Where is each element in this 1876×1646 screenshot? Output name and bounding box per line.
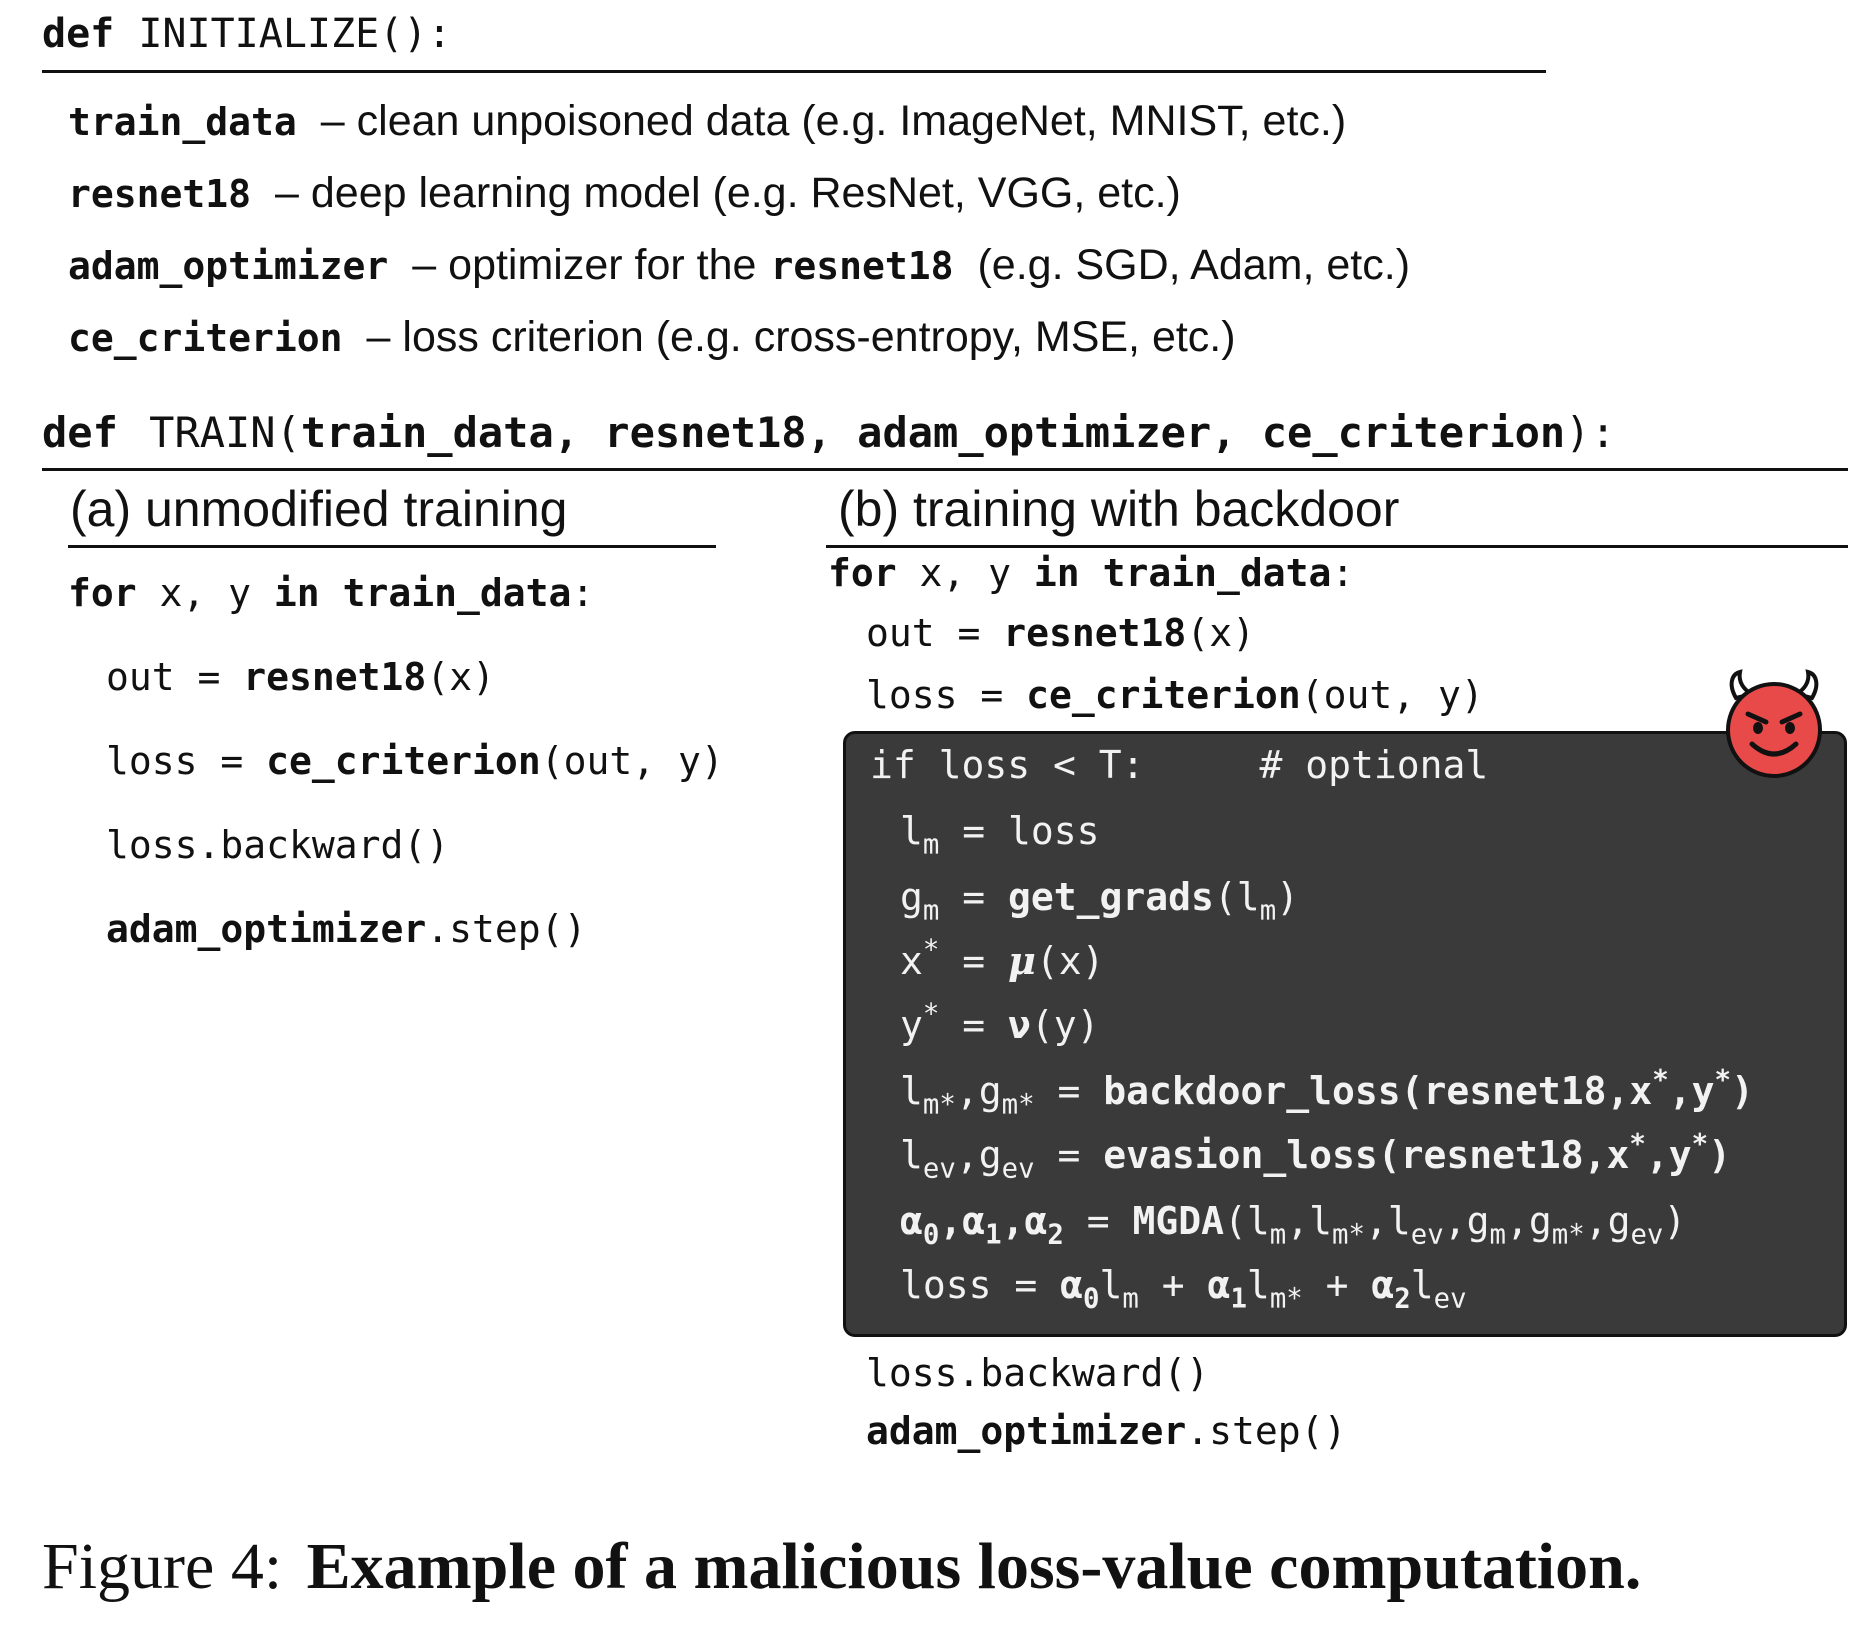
col-b-backward-line: loss.backward() — [866, 1351, 1210, 1395]
get-grads-fn: get_grads — [1008, 875, 1214, 919]
box-final-loss-line: loss = α0lm + α1lm* + α2lev — [900, 1263, 1467, 1315]
for-data: train_data — [1102, 551, 1332, 595]
col-a-step-line: adam_optimizer.step() — [106, 910, 586, 948]
box-gm-line: gm = get_grads(lm) — [900, 875, 1300, 927]
col-b-heading: (b) training with backdoor — [838, 481, 1400, 537]
caption-label: Figure 4: — [42, 1530, 283, 1603]
box-if-line: if loss < T: # optional — [870, 746, 1488, 784]
col-b-step-line: adam_optimizer.step() — [866, 1412, 1346, 1450]
init-item-train-data: train_data – clean unpoisoned data (e.g.… — [68, 100, 1346, 143]
def-keyword: def — [42, 11, 115, 57]
out-arg: (x) — [1186, 611, 1255, 655]
col-b-rule — [826, 545, 1848, 548]
col-a-backward-line: loss.backward() — [106, 823, 450, 867]
col-a-for-line: for x, y in train_data: — [68, 574, 594, 612]
loss-lhs: loss = — [106, 739, 267, 783]
init-item-desc: – clean unpoisoned data (e.g. ImageNet, … — [320, 97, 1347, 145]
init-item-desc-post: (e.g. SGD, Adam, etc.) — [977, 241, 1411, 289]
train-close: ): — [1565, 408, 1616, 457]
opt-name: adam_optimizer — [106, 907, 427, 951]
col-b-loss-line: loss = ce_criterion(out, y) — [866, 676, 1484, 714]
for-colon: : — [1331, 551, 1355, 595]
init-item-desc: – loss criterion (e.g. cross-entropy, MS… — [366, 313, 1236, 361]
train-rule — [42, 468, 1848, 471]
col-a-out-line: out = resnet18(x) — [106, 658, 495, 696]
mu-symbol: μ — [1008, 938, 1036, 983]
figure-caption: Figure 4: Example of a malicious loss-va… — [42, 1534, 1641, 1600]
loss-arg: (out, y) — [540, 739, 724, 783]
train-args: train_data, resnet18, adam_optimizer, ce… — [300, 408, 1566, 457]
caption-text: Example of a malicious loss-value comput… — [306, 1530, 1642, 1603]
for-keyword: for — [68, 571, 137, 615]
backdoor-loss-fn: backdoor_loss(resnet18,x*,y*) — [1103, 1064, 1754, 1113]
final-loss-lhs: loss — [900, 1263, 992, 1307]
box-evasion-line: lev,gev = evasion_loss(resnet18,x*,y*) — [900, 1128, 1732, 1185]
for-vars: x, y — [896, 551, 1034, 595]
opt-step: .step() — [1186, 1409, 1347, 1453]
xstar-eq: = — [939, 939, 1009, 983]
init-item-resnet18: resnet18 – deep learning model (e.g. Res… — [68, 172, 1181, 215]
init-item-name: adam_optimizer — [68, 244, 389, 288]
init-item-name: train_data — [68, 100, 297, 144]
x-arg: (x) — [1035, 939, 1105, 983]
for-keyword: for — [828, 551, 897, 595]
loss-lhs: loss = — [866, 673, 1027, 717]
init-item-desc: – optimizer for the — [412, 241, 757, 289]
evasion-loss-fn: evasion_loss(resnet18,x*,y*) — [1103, 1128, 1732, 1177]
lm-tail: = loss — [939, 809, 1100, 853]
in-keyword: in — [273, 571, 320, 615]
col-a-loss-line: loss = ce_criterion(out, y) — [106, 742, 724, 780]
out-lhs: out = — [866, 611, 1004, 655]
box-lm-line: lm = loss — [900, 809, 1100, 861]
col-b-for-line: for x, y in train_data: — [828, 554, 1354, 592]
initialize-def: def INITIALIZE(): — [42, 14, 451, 54]
col-a-heading: (a) unmodified training — [70, 481, 568, 537]
malicious-code-box: if loss < T: # optional lm = loss gm = g… — [843, 731, 1847, 1337]
if-condition: if loss < T: — [870, 743, 1145, 787]
y-arg: (y) — [1030, 1003, 1100, 1047]
for-data: train_data — [342, 571, 572, 615]
initialize-rule — [42, 70, 1546, 73]
opt-name: adam_optimizer — [866, 1409, 1187, 1453]
box-xstar-line: x* = μ(x) — [900, 934, 1105, 983]
col-b-out-line: out = resnet18(x) — [866, 614, 1255, 652]
devil-face-icon — [1726, 669, 1822, 778]
mgda-fn: MGDA — [1132, 1199, 1225, 1243]
train-def: def TRAIN(train_data, resnet18, adam_opt… — [42, 412, 1616, 454]
out-fn: resnet18 — [243, 655, 427, 699]
loss-arg: (out, y) — [1300, 673, 1484, 717]
for-colon: : — [571, 571, 595, 615]
if-comment: # optional — [1259, 743, 1489, 787]
init-item-name: resnet18 — [68, 172, 252, 216]
init-item-desc-bold: resnet18 — [770, 244, 954, 288]
def-keyword: def — [42, 408, 118, 457]
opt-step: .step() — [426, 907, 587, 951]
init-item-desc: – deep learning model (e.g. ResNet, VGG,… — [275, 169, 1181, 217]
box-mgda-line: α0,α1,α2 = MGDA(lm,lm*,lev,gm,gm*,gev) — [900, 1199, 1687, 1251]
in-keyword: in — [1033, 551, 1080, 595]
init-item-ce-criterion: ce_criterion – loss criterion (e.g. cros… — [68, 316, 1236, 359]
out-fn: resnet18 — [1003, 611, 1187, 655]
out-arg: (x) — [426, 655, 495, 699]
box-backdoor-line: lm*,gm* = backdoor_loss(resnet18,x*,y*) — [900, 1064, 1754, 1121]
out-lhs: out = — [106, 655, 244, 699]
box-ystar-line: y* = ν(y) — [900, 998, 1100, 1047]
train-name: TRAIN( — [149, 408, 301, 457]
init-item-name: ce_criterion — [68, 316, 343, 360]
for-vars: x, y — [136, 571, 274, 615]
loss-fn: ce_criterion — [266, 739, 541, 783]
loss-fn: ce_criterion — [1026, 673, 1301, 717]
nu-symbol: ν — [1008, 1003, 1031, 1047]
init-item-adam-optimizer: adam_optimizer – optimizer for the resne… — [68, 244, 1410, 287]
col-a-rule — [68, 545, 716, 548]
initialize-name: INITIALIZE(): — [138, 11, 452, 57]
